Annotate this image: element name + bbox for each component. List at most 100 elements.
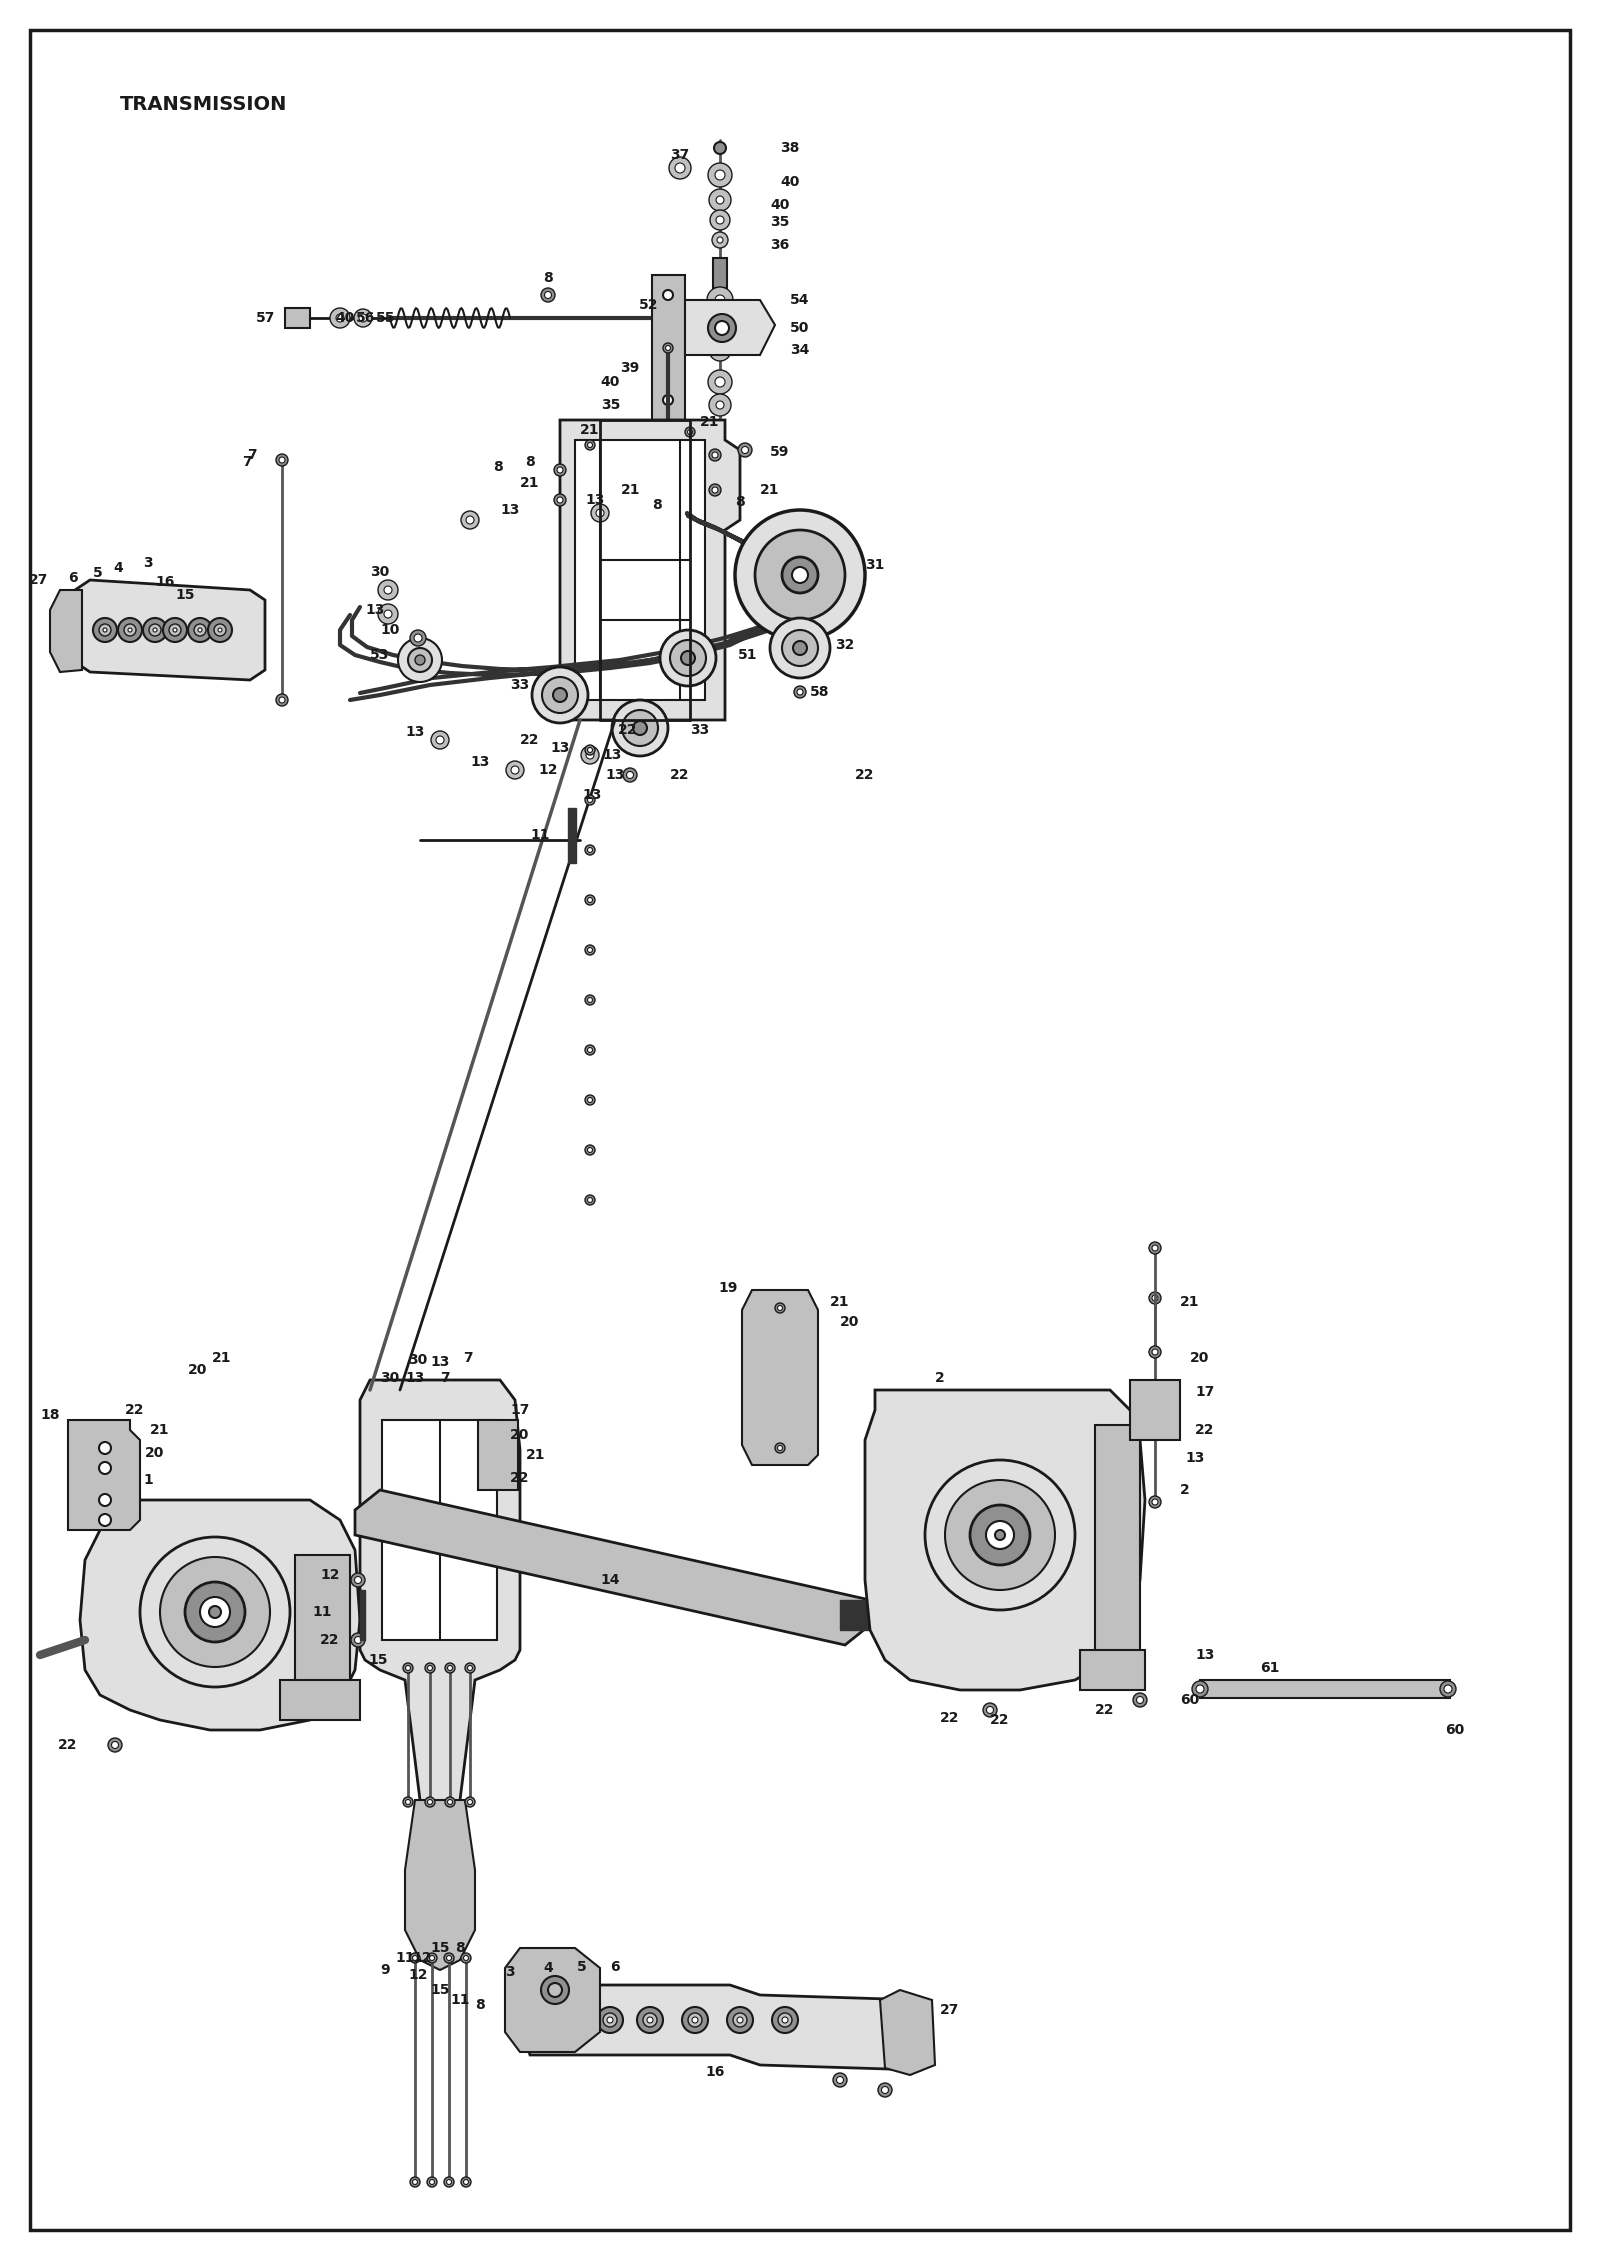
Circle shape	[429, 1957, 435, 1961]
Text: 13: 13	[586, 493, 605, 507]
Circle shape	[717, 197, 723, 204]
Circle shape	[194, 624, 206, 636]
Text: 13: 13	[430, 1355, 450, 1369]
Text: 21: 21	[150, 1423, 170, 1436]
Text: 61: 61	[1261, 1660, 1280, 1674]
Text: 30: 30	[408, 1353, 427, 1366]
Circle shape	[882, 2086, 888, 2095]
Circle shape	[662, 290, 674, 301]
Circle shape	[461, 2176, 470, 2187]
Circle shape	[554, 688, 566, 701]
Circle shape	[163, 618, 187, 642]
Text: 35: 35	[600, 398, 621, 412]
Circle shape	[1149, 1346, 1162, 1357]
Text: 60: 60	[1445, 1724, 1464, 1737]
Circle shape	[622, 710, 658, 746]
Circle shape	[427, 2176, 437, 2187]
Polygon shape	[75, 579, 266, 681]
Circle shape	[606, 2018, 613, 2022]
Text: 8: 8	[454, 1941, 466, 1954]
Circle shape	[461, 511, 478, 529]
Circle shape	[970, 1504, 1030, 1565]
Circle shape	[99, 1513, 110, 1527]
Bar	[478, 1421, 518, 1491]
Circle shape	[717, 400, 723, 409]
Circle shape	[634, 722, 646, 735]
Polygon shape	[506, 1948, 600, 2052]
Text: 13: 13	[550, 742, 570, 756]
Text: 40: 40	[770, 199, 789, 213]
Circle shape	[466, 1663, 475, 1674]
Circle shape	[774, 1443, 786, 1452]
Circle shape	[557, 2006, 582, 2034]
Text: 27: 27	[29, 572, 48, 588]
Circle shape	[445, 1796, 454, 1807]
Circle shape	[710, 210, 730, 231]
Text: 12: 12	[413, 1952, 432, 1966]
Circle shape	[586, 1045, 595, 1054]
Circle shape	[586, 946, 595, 955]
Circle shape	[715, 294, 725, 305]
Text: 8: 8	[525, 455, 534, 468]
Polygon shape	[880, 1991, 934, 2074]
Circle shape	[587, 998, 592, 1002]
Circle shape	[770, 618, 830, 679]
Circle shape	[544, 292, 552, 299]
Circle shape	[125, 624, 136, 636]
Circle shape	[384, 611, 392, 618]
Circle shape	[445, 2176, 454, 2187]
Circle shape	[597, 2006, 622, 2034]
Circle shape	[587, 1147, 592, 1154]
Text: 21: 21	[621, 484, 640, 498]
Circle shape	[547, 1984, 562, 1997]
Text: 27: 27	[941, 2002, 960, 2018]
Text: 13: 13	[602, 749, 622, 762]
Circle shape	[426, 1796, 435, 1807]
Circle shape	[709, 339, 731, 362]
Text: 22: 22	[670, 769, 690, 783]
Text: 7: 7	[462, 1350, 474, 1364]
Circle shape	[200, 1597, 230, 1626]
Text: 22: 22	[125, 1402, 144, 1416]
Text: 13: 13	[365, 604, 384, 618]
Circle shape	[350, 1572, 365, 1588]
Text: 14: 14	[600, 1572, 619, 1588]
Text: 21: 21	[526, 1448, 546, 1461]
Text: 15: 15	[430, 1984, 450, 1997]
Text: 13: 13	[1186, 1450, 1205, 1466]
Text: 11: 11	[312, 1606, 331, 1620]
Bar	[714, 258, 726, 287]
Circle shape	[1149, 1292, 1162, 1303]
Circle shape	[1136, 1696, 1144, 1703]
Text: 31: 31	[866, 559, 885, 572]
Text: 8: 8	[542, 271, 554, 285]
Circle shape	[675, 163, 685, 172]
Circle shape	[435, 735, 445, 744]
Circle shape	[715, 170, 725, 181]
Circle shape	[707, 287, 733, 312]
Circle shape	[794, 640, 806, 656]
Circle shape	[189, 618, 211, 642]
Circle shape	[587, 1047, 592, 1052]
Polygon shape	[560, 421, 739, 719]
Polygon shape	[50, 590, 82, 672]
Circle shape	[149, 624, 162, 636]
Circle shape	[1440, 1681, 1456, 1696]
Text: 11: 11	[395, 1952, 414, 1966]
Text: 20: 20	[840, 1314, 859, 1330]
Text: 1: 1	[142, 1473, 154, 1486]
Circle shape	[410, 1952, 419, 1963]
Circle shape	[662, 344, 674, 353]
Polygon shape	[355, 1491, 870, 1644]
Circle shape	[467, 1665, 472, 1672]
Circle shape	[771, 2006, 798, 2034]
Text: 6: 6	[610, 1959, 619, 1975]
Circle shape	[734, 509, 866, 640]
Circle shape	[336, 314, 344, 321]
Text: 12: 12	[538, 762, 558, 778]
Circle shape	[427, 1801, 432, 1805]
Text: 21: 21	[581, 423, 600, 437]
Circle shape	[778, 1445, 782, 1450]
Text: 21: 21	[213, 1350, 232, 1364]
Text: 11: 11	[450, 1993, 470, 2006]
